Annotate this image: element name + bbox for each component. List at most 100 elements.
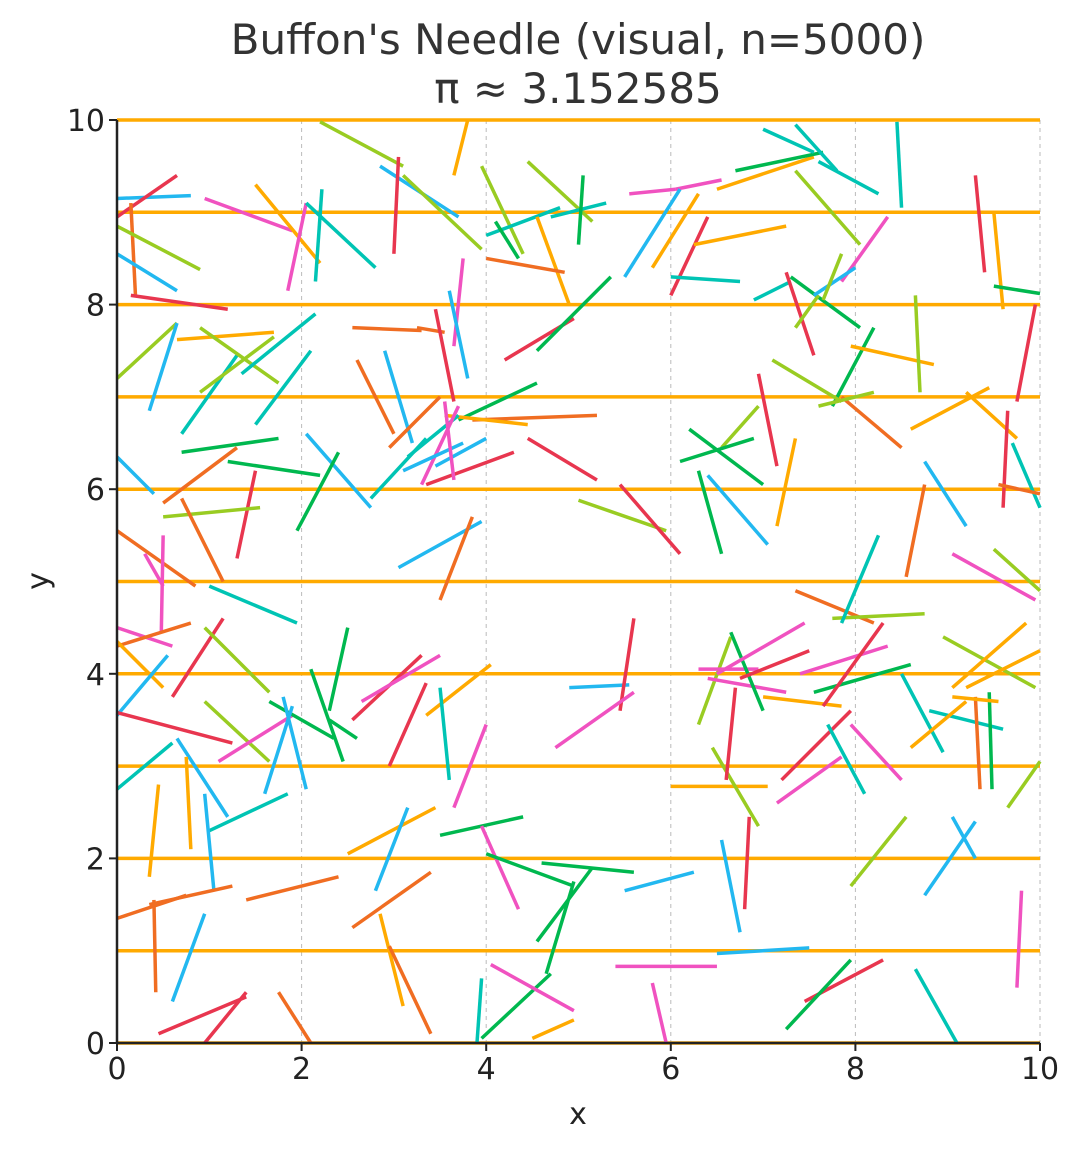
needle (346, 806, 437, 856)
needle (351, 870, 432, 930)
needle (115, 321, 179, 380)
needle (199, 335, 275, 394)
y-tick-label: 4 (86, 658, 105, 693)
needle (900, 672, 945, 754)
needle (623, 188, 682, 278)
needle (576, 175, 585, 245)
needle (993, 284, 1041, 296)
needle (425, 663, 492, 717)
needle (175, 737, 230, 818)
x-axis-label: x (569, 1097, 587, 1132)
needle (1010, 442, 1042, 509)
needle (952, 695, 999, 704)
needle (771, 358, 843, 404)
needle (973, 696, 982, 790)
needle (775, 438, 798, 527)
needle (378, 913, 405, 1007)
needle (392, 156, 401, 254)
needle (992, 547, 1042, 593)
needle (992, 212, 1005, 310)
needle (254, 349, 313, 426)
needle (202, 793, 216, 891)
needle (208, 584, 298, 625)
needle (817, 159, 880, 196)
needle (624, 870, 695, 893)
needle (434, 436, 488, 468)
needle (254, 183, 322, 265)
needle (116, 710, 233, 745)
needle (720, 404, 760, 449)
needle (304, 432, 373, 509)
needle (650, 192, 700, 269)
y-tick-label: 6 (86, 473, 105, 508)
needle (217, 713, 294, 763)
needle (550, 201, 607, 219)
needle (442, 401, 456, 481)
x-tick-label: 4 (477, 1052, 496, 1087)
needle (162, 505, 261, 519)
needle (457, 381, 538, 422)
needle (162, 446, 239, 505)
needle (789, 275, 862, 330)
y-ticks: 0 2 4 6 8 10 (67, 104, 117, 1062)
needle (227, 459, 321, 478)
needle (433, 308, 456, 402)
needle (830, 326, 876, 407)
needle (485, 852, 575, 888)
x-ticks: 0 2 4 6 8 10 (107, 1043, 1059, 1087)
needle (387, 682, 428, 767)
needle (535, 866, 594, 943)
needle (987, 692, 994, 790)
needle (762, 695, 842, 708)
needle (688, 427, 765, 486)
needle (535, 275, 613, 352)
needle (544, 880, 576, 975)
needle (181, 436, 279, 455)
needle (277, 991, 313, 1044)
needle (775, 755, 843, 805)
needle (116, 193, 191, 201)
x-tick-label: 10 (1021, 1052, 1059, 1087)
needle (352, 325, 422, 333)
needle (355, 359, 396, 435)
needle (180, 354, 239, 435)
needle (577, 498, 667, 533)
needle (485, 206, 561, 238)
needle (735, 150, 824, 173)
needle (147, 322, 179, 412)
needle (780, 709, 853, 782)
needle (401, 174, 483, 251)
needle (420, 405, 461, 486)
needle (719, 839, 742, 933)
needle (1001, 410, 1010, 508)
needle (554, 690, 635, 750)
needle (115, 529, 197, 588)
horizontal-reference-lines (117, 118, 1040, 1045)
needle (203, 700, 271, 763)
needle (793, 294, 820, 329)
needle (569, 683, 630, 690)
needle (753, 279, 792, 302)
needle (295, 451, 341, 532)
needle (152, 899, 158, 993)
needle (821, 622, 885, 708)
needle (203, 991, 248, 1045)
needle (998, 482, 1041, 496)
needle (618, 618, 636, 711)
needle (1015, 304, 1038, 402)
y-tick-label: 2 (86, 842, 105, 877)
needle (180, 497, 225, 583)
needle (821, 253, 844, 301)
needle (832, 612, 925, 621)
y-tick-label: 0 (86, 1027, 105, 1062)
needle (909, 700, 968, 749)
needle (143, 552, 165, 587)
needle (286, 202, 308, 292)
needle (319, 120, 404, 168)
needle (909, 386, 991, 431)
needle (693, 224, 787, 247)
needle (199, 326, 280, 385)
needle (116, 621, 192, 648)
vertical-grid (301, 120, 1041, 1043)
